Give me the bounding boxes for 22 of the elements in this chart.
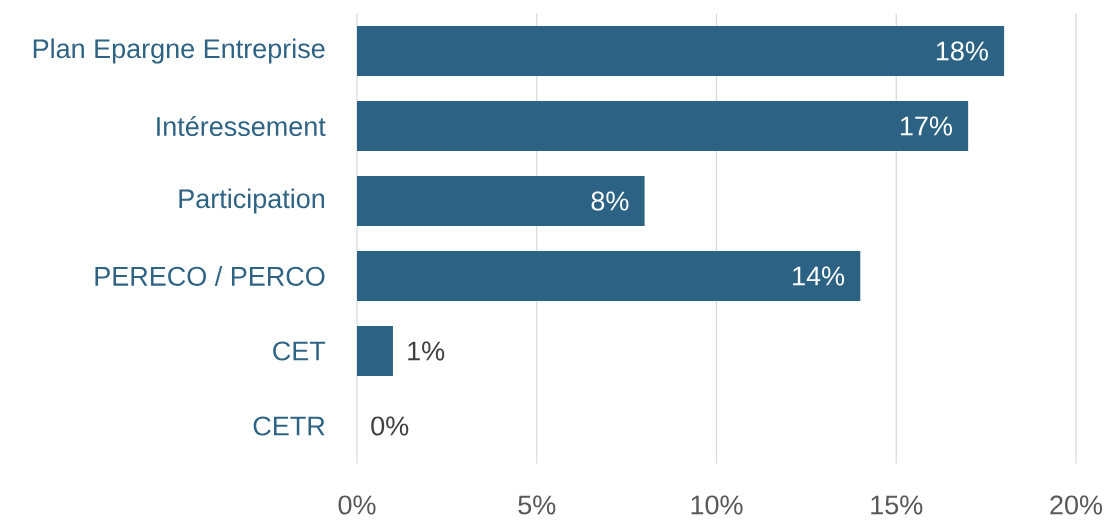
y-tick-label: PERECO / PERCO: [95, 266, 325, 286]
y-tick-label: CET: [273, 341, 326, 361]
bar: [357, 326, 393, 376]
data-label: 17%: [900, 116, 952, 136]
bar: [357, 251, 861, 302]
data-label: 18%: [936, 41, 988, 61]
y-tick-label: CETR: [253, 416, 325, 436]
bar: [357, 101, 969, 151]
bar: [357, 176, 645, 226]
x-tick-label: 20%: [1050, 495, 1103, 515]
bar: [357, 26, 1005, 76]
x-tick-label: 10%: [691, 495, 743, 515]
x-tick-label: 15%: [871, 495, 923, 515]
x-tick-label: 0%: [338, 495, 376, 515]
y-tick-label: Intéressement: [157, 115, 326, 137]
data-label: 1%: [408, 341, 445, 361]
y-tick-label: Plan Epargne Entreprise: [33, 38, 325, 64]
data-label: 8%: [591, 191, 629, 211]
data-label: 14%: [793, 266, 845, 286]
x-tick-label: 5%: [518, 495, 556, 515]
y-tick-label: Participation: [179, 188, 325, 214]
data-label: 0%: [371, 416, 409, 436]
